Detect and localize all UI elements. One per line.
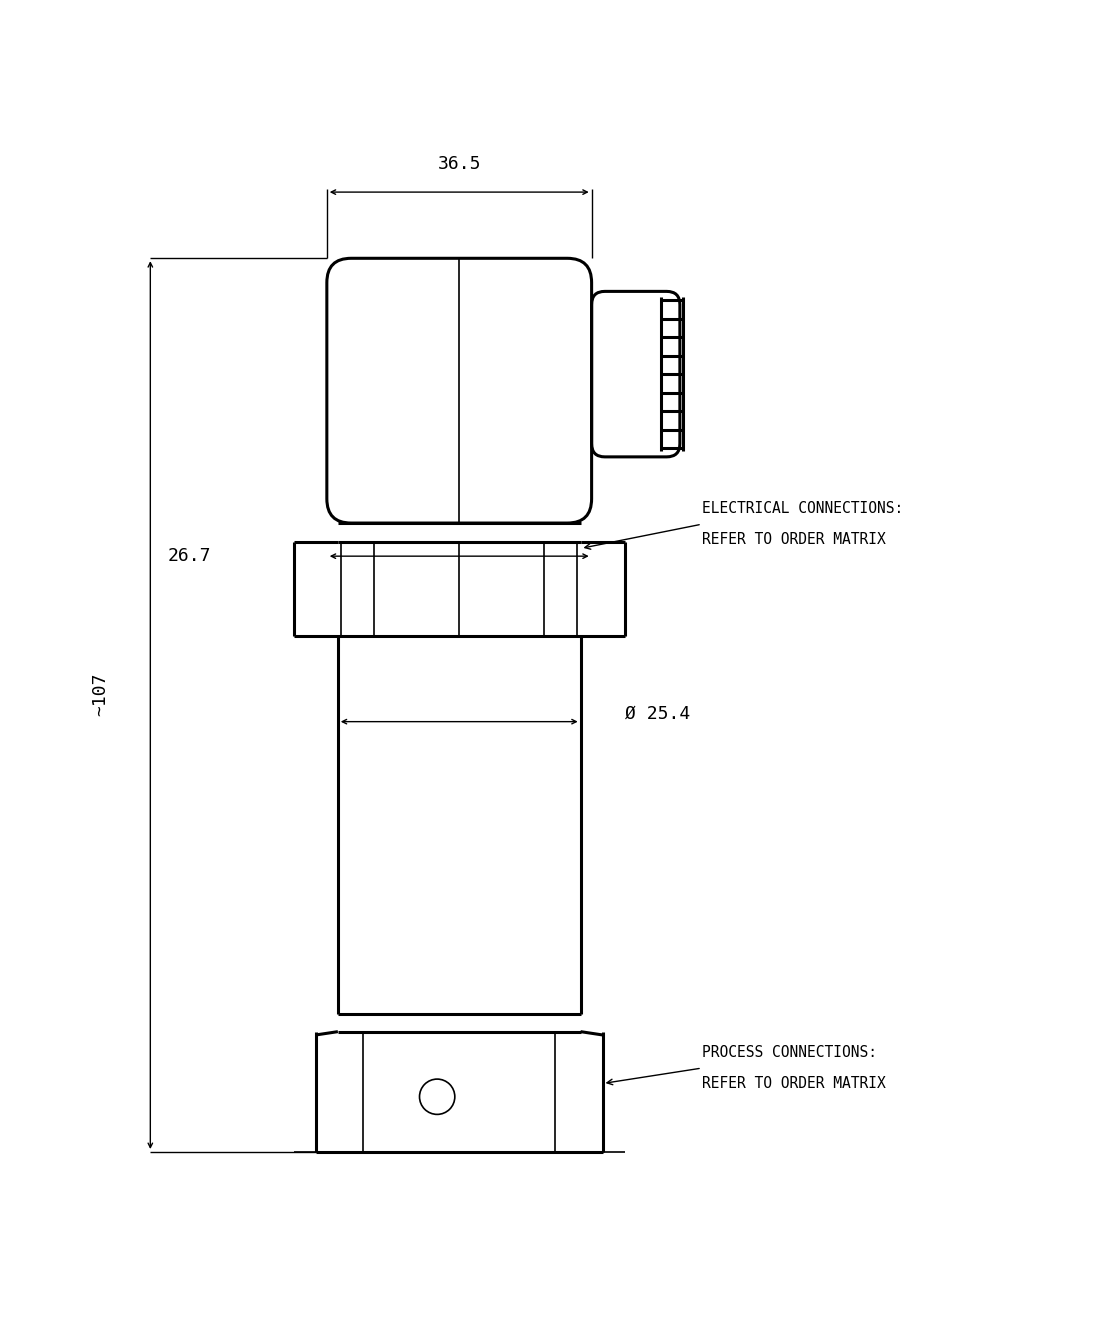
Text: REFER TO ORDER MATRIX: REFER TO ORDER MATRIX <box>702 532 886 547</box>
Text: ELECTRICAL CONNECTIONS:: ELECTRICAL CONNECTIONS: <box>702 501 904 516</box>
Text: PROCESS CONNECTIONS:: PROCESS CONNECTIONS: <box>702 1046 877 1060</box>
Text: 36.5: 36.5 <box>438 156 481 173</box>
Text: Ø 25.4: Ø 25.4 <box>625 704 690 723</box>
Text: REFER TO ORDER MATRIX: REFER TO ORDER MATRIX <box>702 1077 886 1091</box>
Text: 26.7: 26.7 <box>167 547 211 566</box>
Text: ~107: ~107 <box>92 672 109 716</box>
